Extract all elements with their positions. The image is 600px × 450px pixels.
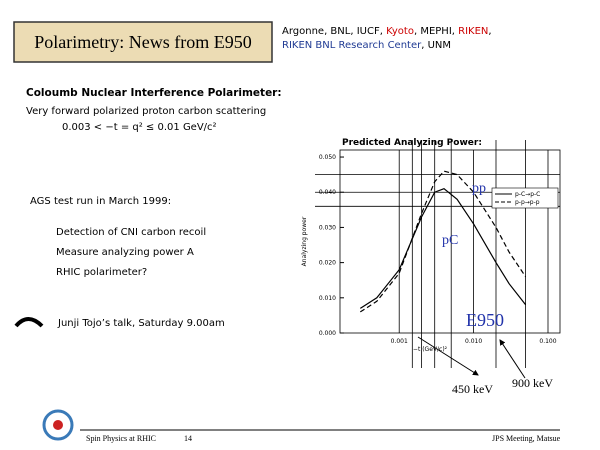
line-series [359, 188, 527, 309]
institution: , [488, 26, 491, 37]
y-tick-label: 0.030 [319, 224, 336, 231]
annotation: pp [472, 181, 486, 196]
y-tick-label: 0.010 [319, 295, 336, 302]
annotation: 450 keV [452, 382, 493, 396]
annotation: 900 keV [512, 376, 553, 390]
footer-text: Spin Physics at RHIC [86, 434, 156, 443]
list-item: Measure analyzing power A [56, 247, 194, 258]
legend-label: p-p→p-p [515, 199, 540, 206]
institution: RIKEN [458, 26, 488, 37]
x-tick-label: 0.100 [539, 338, 556, 345]
institution: RIKEN BNL Research Center [282, 40, 422, 51]
line-series [359, 170, 527, 313]
slide-title: Polarimetry: News from E950 [34, 32, 251, 52]
footer-text: JPS Meeting, Matsue [492, 434, 561, 443]
institutions: RIKEN BNL Research Center, UNM [282, 40, 451, 51]
text: 0.003 < −t = q² ≤ 0.01 GeV/c² [62, 122, 217, 133]
x-axis-label: −t (GeV/c)² [413, 346, 448, 353]
x-tick-label: 0.010 [465, 338, 482, 345]
annotation: E950 [466, 310, 504, 330]
list-item: Detection of CNI carbon recoil [56, 227, 206, 238]
arrow [417, 336, 479, 376]
institution: Kyoto [386, 26, 414, 37]
title-box [13, 21, 273, 63]
page-number: 14 [184, 434, 192, 443]
y-tick-label: 0.020 [319, 260, 336, 267]
institution: , MEPHI, [414, 26, 458, 37]
institution: Argonne, BNL, IUCF, [282, 26, 386, 37]
y-axis-label: Analyzing power [301, 216, 308, 266]
y-tick-label: 0.000 [319, 330, 336, 337]
plot-frame [339, 149, 561, 334]
legend-box [491, 187, 559, 209]
y-tick-label: 0.040 [319, 189, 336, 196]
x-tick-label: 0.001 [391, 338, 408, 345]
legend-label: p-C→p-C [515, 191, 540, 198]
y-tick-label: 0.050 [319, 154, 336, 161]
institutions: Argonne, BNL, IUCF, Kyoto, MEPHI, RIKEN, [282, 26, 492, 37]
heading: AGS test run in March 1999: [30, 196, 171, 207]
text: Very forward polarized proton carbon sca… [26, 106, 266, 117]
arrow-icon [14, 317, 44, 328]
arrow [499, 339, 526, 379]
list-item: RHIC polarimeter? [56, 267, 147, 278]
heading: Coloumb Nuclear Interference Polarimeter… [26, 87, 282, 99]
logo [53, 420, 63, 430]
institution: , UNM [421, 40, 451, 51]
annotation: pC [442, 233, 458, 248]
text: Junji Tojo’s talk, Saturday 9.00am [57, 318, 225, 329]
